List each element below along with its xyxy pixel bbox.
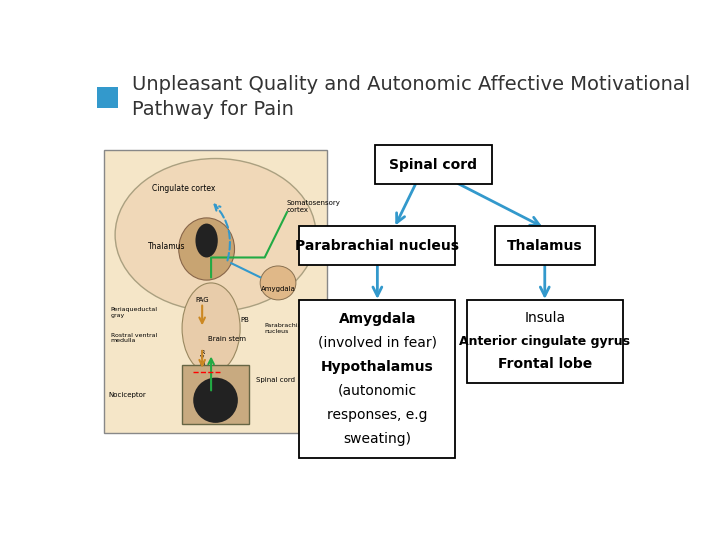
Text: Insula: Insula	[524, 311, 565, 325]
Text: Parabrachial nucleus: Parabrachial nucleus	[295, 239, 459, 253]
Text: Spinal cord: Spinal cord	[256, 377, 294, 383]
Text: Insular cortex: Insular cortex	[305, 243, 353, 249]
Text: Cingulate cortex: Cingulate cortex	[152, 184, 215, 193]
Ellipse shape	[193, 377, 238, 423]
Text: Parabrachial
nucleus: Parabrachial nucleus	[265, 323, 304, 334]
Text: Amygdala: Amygdala	[261, 286, 295, 292]
Text: Unpleasant Quality and Autonomic Affective Motivational: Unpleasant Quality and Autonomic Affecti…	[132, 75, 690, 94]
FancyBboxPatch shape	[300, 300, 456, 458]
Ellipse shape	[260, 266, 296, 300]
Text: (involved in fear): (involved in fear)	[318, 336, 437, 350]
Text: Brain stem: Brain stem	[207, 336, 246, 342]
Ellipse shape	[115, 159, 316, 311]
Text: PAG: PAG	[195, 297, 209, 303]
Text: Spinal cord: Spinal cord	[390, 158, 477, 172]
FancyBboxPatch shape	[374, 145, 492, 184]
FancyBboxPatch shape	[300, 226, 456, 266]
Text: Somatosensory
cortex: Somatosensory cortex	[287, 200, 341, 213]
Text: responses, e.g: responses, e.g	[327, 408, 428, 422]
Text: Rostral ventral
medulla: Rostral ventral medulla	[111, 333, 157, 343]
Text: (autonomic: (autonomic	[338, 384, 417, 398]
Text: Thalamus: Thalamus	[148, 242, 185, 251]
Text: PB: PB	[240, 316, 249, 323]
Text: Amygdala: Amygdala	[338, 312, 416, 326]
Text: Periaqueductal
gray: Periaqueductal gray	[111, 307, 158, 318]
FancyBboxPatch shape	[495, 226, 595, 266]
Ellipse shape	[195, 224, 217, 258]
Text: Frontal lobe: Frontal lobe	[498, 357, 592, 372]
FancyBboxPatch shape	[182, 365, 249, 424]
FancyBboxPatch shape	[467, 300, 623, 383]
FancyBboxPatch shape	[104, 150, 327, 433]
Ellipse shape	[182, 283, 240, 373]
Text: Thalamus: Thalamus	[507, 239, 582, 253]
FancyBboxPatch shape	[96, 87, 118, 109]
Text: R
V
M: R V M	[199, 349, 205, 366]
Text: Pathway for Pain: Pathway for Pain	[132, 100, 294, 119]
Ellipse shape	[179, 218, 235, 280]
Text: Anterior cingulate gyrus: Anterior cingulate gyrus	[459, 335, 630, 348]
Text: Hypothalamus: Hypothalamus	[321, 360, 433, 374]
Text: Nociceptor: Nociceptor	[109, 392, 146, 397]
Text: sweating): sweating)	[343, 431, 411, 446]
